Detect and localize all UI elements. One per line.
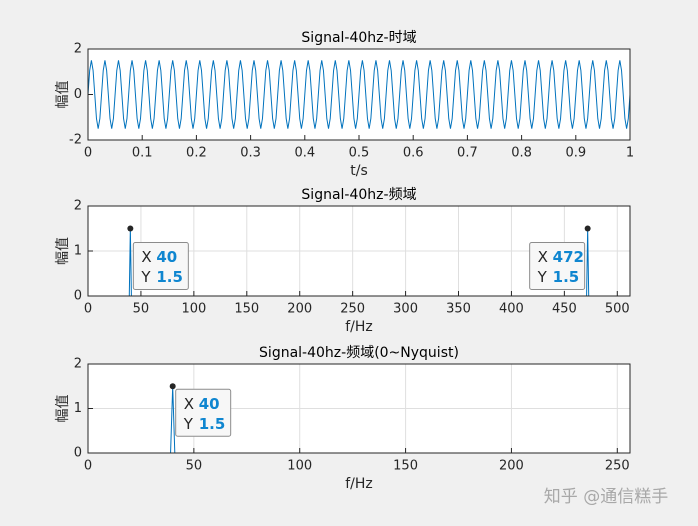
x-axis-label: f/Hz — [345, 476, 373, 492]
datatip-key: Y — [140, 268, 151, 286]
x-axis-label: t/s — [350, 163, 368, 179]
datatip-key: X — [184, 395, 194, 413]
chart-title: Signal-40hz-频域(0~Nyquist) — [259, 345, 459, 361]
x-tick-label: 0.9 — [565, 146, 586, 161]
axes-box — [87, 205, 631, 297]
datatip-key: X — [141, 248, 151, 266]
datatip-key: Y — [537, 268, 548, 286]
axes-box — [87, 48, 631, 141]
datatip-marker — [127, 225, 134, 232]
x-tick-label: 0 — [84, 146, 92, 161]
x-tick-label: 0.1 — [132, 146, 153, 161]
x-axis-label: f/Hz — [345, 319, 373, 335]
datatip-box — [132, 242, 189, 290]
y-tick-label: 0 — [74, 87, 82, 102]
watermark: 知乎 @通信糕手 — [544, 487, 668, 507]
y-tick-label: -2 — [69, 133, 82, 148]
y-tick-label: 1 — [74, 244, 82, 259]
axes-box — [87, 363, 631, 454]
chart-title: Signal-40hz-时域 — [301, 30, 416, 46]
x-tick-label: 50 — [133, 302, 150, 317]
datatip-value: 1.5 — [199, 415, 226, 433]
x-tick-label: 250 — [605, 459, 630, 474]
datatip-marker — [584, 225, 591, 232]
datatip-value: 1.5 — [553, 268, 580, 286]
y-tick-label: 2 — [74, 357, 82, 372]
x-tick-label: 200 — [499, 459, 524, 474]
x-tick-label: 150 — [234, 302, 259, 317]
signal-line — [87, 60, 631, 129]
x-tick-label: 400 — [499, 302, 524, 317]
datatip-box — [175, 388, 232, 437]
y-tick-label: 2 — [74, 199, 82, 214]
x-tick-label: 250 — [340, 302, 365, 317]
x-tick-label: 1 — [626, 146, 634, 161]
x-tick-label: 0.7 — [457, 146, 478, 161]
x-tick-label: 0.2 — [186, 146, 207, 161]
datatip-value: 472 — [553, 248, 584, 266]
chart-title: Signal-40hz-频域 — [301, 187, 416, 203]
datatip-value: 40 — [156, 248, 177, 266]
y-axis-label: 幅值 — [55, 395, 71, 423]
x-tick-label: 100 — [287, 459, 312, 474]
datatip-box — [529, 242, 586, 290]
datatip-value: 40 — [199, 395, 220, 413]
datatip-value: 1.5 — [156, 268, 183, 286]
x-tick-label: 150 — [393, 459, 418, 474]
datatip-key: X — [538, 248, 548, 266]
datatip-key: Y — [183, 415, 194, 433]
x-tick-label: 0.8 — [511, 146, 532, 161]
x-tick-label: 0.3 — [240, 146, 261, 161]
x-tick-label: 500 — [605, 302, 630, 317]
x-tick-label: 350 — [446, 302, 471, 317]
x-tick-label: 0.6 — [403, 146, 424, 161]
y-tick-label: 0 — [74, 289, 82, 304]
y-tick-label: 2 — [74, 42, 82, 57]
x-tick-label: 0 — [84, 459, 92, 474]
datatip-marker — [169, 383, 176, 390]
x-tick-label: 0.4 — [294, 146, 315, 161]
y-tick-label: 1 — [74, 401, 82, 416]
x-tick-label: 100 — [181, 302, 206, 317]
x-tick-label: 200 — [287, 302, 312, 317]
x-tick-label: 450 — [552, 302, 577, 317]
y-axis-label: 幅值 — [55, 81, 71, 109]
x-tick-label: 0.5 — [349, 146, 370, 161]
x-tick-label: 300 — [393, 302, 418, 317]
y-axis-label: 幅值 — [55, 237, 71, 265]
x-tick-label: 0 — [84, 302, 92, 317]
y-tick-label: 0 — [74, 446, 82, 461]
x-tick-label: 50 — [186, 459, 203, 474]
